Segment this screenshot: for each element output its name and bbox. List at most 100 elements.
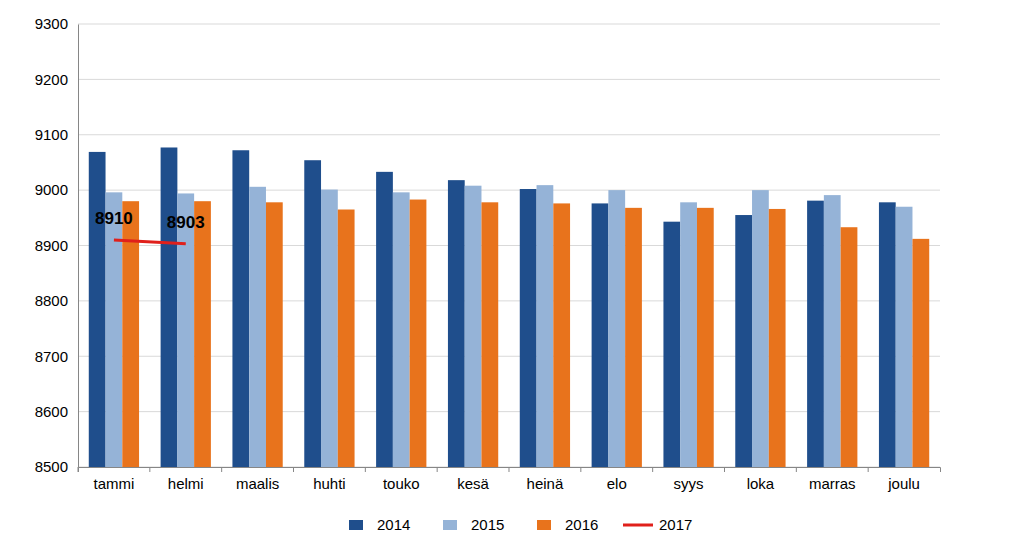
x-tick-mark: [796, 467, 797, 472]
bar: [481, 202, 498, 467]
data-labels: 8910 8903: [95, 209, 205, 232]
y-tick-label: 8700: [35, 348, 68, 365]
x-tick-label: maalis: [236, 475, 279, 492]
x-tick-mark: [221, 467, 222, 472]
legend: 2014 2015 2016 2017: [349, 516, 692, 533]
x-tick: loka: [725, 467, 775, 492]
bar-series: [89, 147, 896, 467]
x-tick: maalis: [222, 467, 280, 492]
bar: [448, 180, 465, 467]
bar: [608, 190, 625, 467]
y-tick-label: 9000: [35, 181, 68, 198]
y-tick: 9100: [35, 126, 78, 143]
legend-swatch: [349, 520, 363, 530]
bar: [807, 201, 824, 467]
x-tick-label: helmi: [168, 475, 204, 492]
data-label: 8903: [167, 213, 205, 232]
bar: [410, 200, 427, 467]
y-tick-label: 8600: [35, 403, 68, 420]
x-tick-label: kesä: [457, 475, 489, 492]
y-tick: 8700: [35, 348, 78, 365]
bar: [697, 208, 714, 467]
x-tick-label: touko: [383, 475, 420, 492]
x-tick: kesä: [437, 467, 489, 492]
bar: [520, 189, 537, 467]
x-tick-label: elo: [607, 475, 627, 492]
legend-swatch: [623, 524, 653, 527]
y-tick: 8600: [35, 403, 78, 420]
bar: [625, 208, 642, 467]
y-tick: 9300: [35, 15, 78, 32]
bar: [194, 201, 211, 467]
bar: [106, 192, 123, 467]
y-tick-label: 8900: [35, 237, 68, 254]
bar: [879, 202, 896, 467]
x-tick-mark: [652, 467, 653, 472]
bar: [465, 186, 482, 467]
grid-line: [78, 24, 940, 25]
x-tick-mark: [437, 467, 438, 472]
x-axis: tammi helmi maalis huhti touko kesä heinä elo sy…: [78, 467, 941, 492]
grid: [78, 24, 940, 467]
y-tick: 8900: [35, 237, 78, 254]
legend-entry: 2016: [537, 516, 598, 533]
bar: [89, 152, 106, 467]
bar: [161, 147, 178, 467]
y-tick-label: 8500: [35, 458, 68, 475]
x-tick: tammi: [78, 467, 134, 492]
bar: [232, 150, 249, 467]
legend-entry: 2015: [443, 516, 504, 533]
y-axis-line: [78, 25, 79, 468]
bar: [304, 160, 321, 467]
x-tick: syys: [653, 467, 704, 492]
x-tick-mark: [149, 467, 150, 472]
bar: [752, 190, 769, 467]
plot: 850086008700880089009000910092009300tamm…: [35, 15, 941, 491]
bar: [321, 190, 338, 467]
data-label: 8910: [95, 209, 133, 228]
bar: [735, 215, 752, 467]
legend-entry: 2017: [623, 516, 692, 533]
y-tick-label: 9300: [35, 15, 68, 32]
y-axis: 850086008700880089009000910092009300: [35, 15, 79, 475]
bar: [680, 202, 697, 467]
bar: [592, 203, 609, 467]
x-tick: helmi: [150, 467, 204, 492]
grid-line: [78, 79, 940, 80]
x-tick: elo: [581, 467, 627, 492]
bar-series: [122, 200, 929, 467]
grid-line: [78, 134, 940, 135]
x-tick-label: syys: [674, 475, 704, 492]
bar-series: [106, 185, 913, 467]
x-tick-mark: [78, 467, 79, 472]
bar: [912, 239, 929, 467]
chart-svg: 850086008700880089009000910092009300tamm…: [0, 0, 1024, 555]
chart-container: 850086008700880089009000910092009300tamm…: [0, 0, 1024, 555]
x-tick-mark: [365, 467, 366, 472]
x-tick: touko: [365, 467, 419, 492]
x-tick: joulu: [868, 467, 920, 492]
x-tick: huhti: [294, 467, 346, 492]
bar: [824, 195, 841, 467]
bar: [896, 207, 913, 467]
legend-label: 2014: [377, 516, 410, 533]
grid-line: [78, 190, 940, 191]
x-tick-label: marras: [809, 475, 856, 492]
y-tick: 9200: [35, 71, 78, 88]
x-tick-label: heinä: [527, 475, 564, 492]
legend-label: 2016: [565, 516, 598, 533]
x-tick-mark: [868, 467, 869, 472]
x-tick-mark: [580, 467, 581, 472]
bar: [537, 185, 554, 467]
legend-entry: 2014: [349, 516, 410, 533]
line: [114, 240, 186, 244]
bar: [663, 222, 680, 467]
x-tick: heinä: [509, 467, 564, 492]
bar: [769, 209, 786, 467]
x-tick-mark: [509, 467, 510, 472]
x-tick: marras: [796, 467, 855, 492]
x-tick-label: loka: [747, 475, 775, 492]
y-tick-label: 9100: [35, 126, 68, 143]
bar: [376, 172, 393, 467]
y-tick: 8500: [35, 458, 78, 475]
